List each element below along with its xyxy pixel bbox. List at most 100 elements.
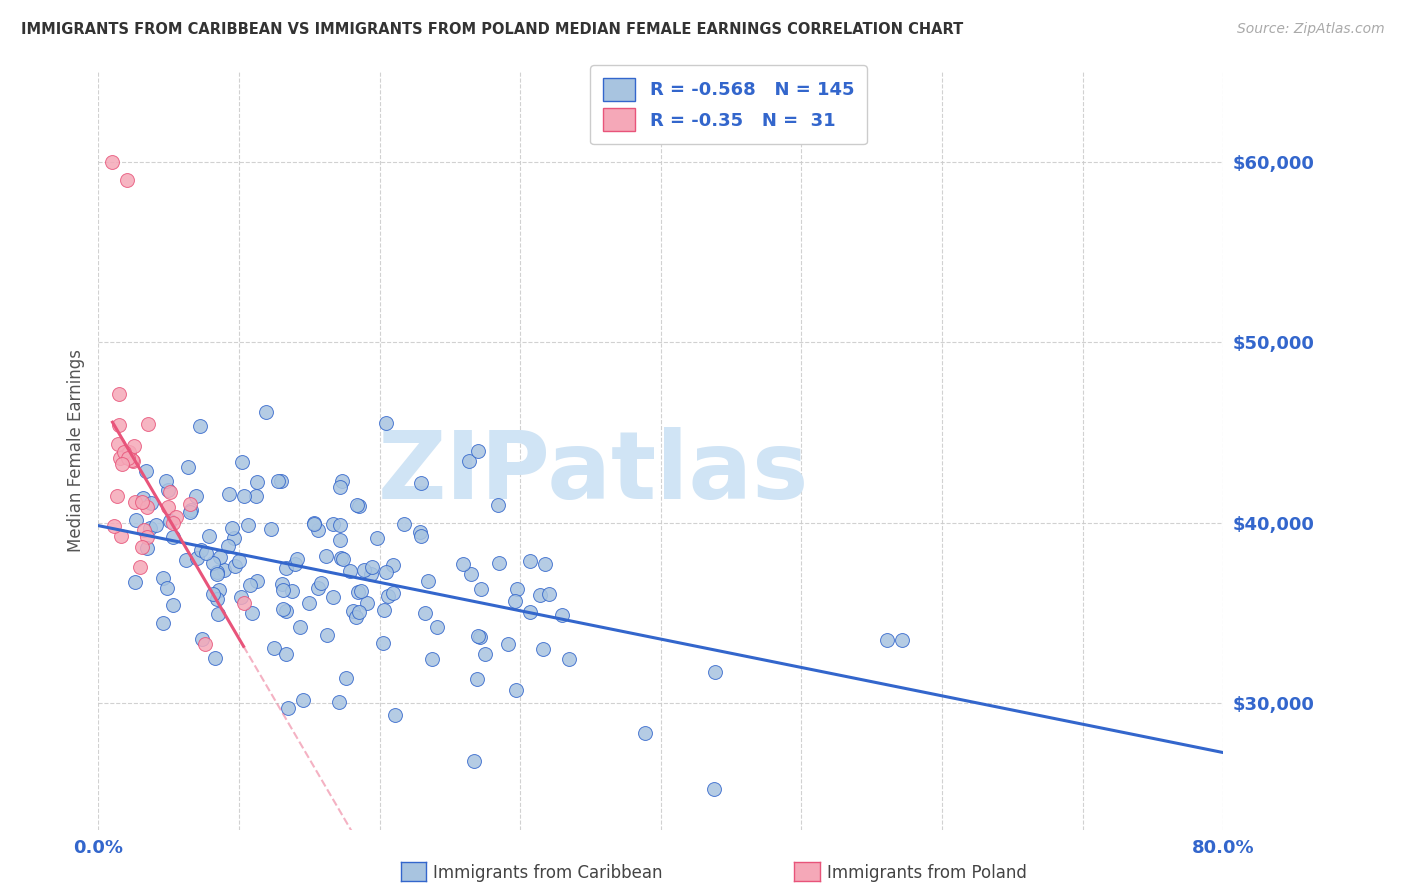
Point [162,598,184,612]
Point [384,707,406,722]
Point [205,566,228,581]
Point [239,578,262,592]
Point [186,551,208,566]
Point [467,673,489,687]
Point [381,558,404,572]
Point [271,577,294,591]
Point [217,539,239,553]
Point [330,474,353,488]
Point [276,700,298,714]
Point [281,583,304,598]
Point [353,563,375,577]
Point [346,610,368,624]
Point [134,523,156,537]
Point [381,585,404,599]
Point [159,515,181,529]
Point [271,583,294,598]
Point [122,454,145,468]
Point [496,637,519,651]
Point [330,551,353,566]
Point [347,500,370,514]
Point [505,682,527,697]
Point [165,510,187,524]
Point [135,530,157,544]
Point [204,651,226,665]
Point [236,518,259,533]
Point [246,475,269,490]
Point [538,586,561,600]
Point [519,554,541,568]
Point [288,620,311,634]
Point [347,605,370,619]
Point [159,485,181,500]
Point [533,641,555,656]
Point [420,652,443,666]
Point [201,556,224,570]
Point [271,602,294,616]
Text: Source: ZipAtlas.com: Source: ZipAtlas.com [1237,22,1385,37]
Point [263,641,285,656]
Point [408,524,430,539]
Point [316,628,339,642]
Point [205,565,228,579]
Point [207,607,229,622]
Point [212,563,235,577]
Point [315,549,337,563]
Point [633,725,655,739]
Point [209,550,232,565]
Y-axis label: Median Female Earnings: Median Female Earnings [66,349,84,552]
Point [118,445,141,459]
Point [468,630,491,644]
Point [703,781,725,796]
Point [218,487,240,501]
Point [110,529,132,543]
Point [221,521,243,535]
Point [557,652,579,666]
Point [128,560,150,574]
Point [309,576,332,591]
Point [174,552,197,566]
Point [202,587,225,601]
Point [194,637,217,651]
Text: ZIPatlas: ZIPatlas [378,427,808,519]
Point [474,647,496,661]
Point [322,590,344,604]
Point [124,574,146,589]
Point [184,489,207,503]
Point [162,516,184,531]
Point [451,558,474,572]
Point [135,500,157,515]
Point [307,581,329,595]
Point [194,546,217,560]
Point [260,522,283,536]
Point [392,517,415,532]
Point [373,603,395,617]
Point [111,458,134,472]
Point [197,529,219,543]
Point [103,518,125,533]
Point [329,480,352,494]
Point [366,532,388,546]
Point [107,437,129,451]
Point [360,559,382,574]
Point [371,636,394,650]
Point [302,516,325,530]
Legend: R = -0.568   N = 145, R = -0.35   N =  31: R = -0.568 N = 145, R = -0.35 N = 31 [591,65,866,145]
Point [409,529,432,543]
Point [179,497,201,511]
Point [101,154,124,169]
Point [519,606,541,620]
Point [342,605,364,619]
Point [135,464,157,478]
Point [135,541,157,555]
Point [124,495,146,509]
Point [131,541,153,555]
Point [329,533,352,548]
Point [108,387,131,401]
Point [224,558,246,573]
Point [551,607,574,622]
Point [152,571,174,585]
Point [224,531,246,545]
Point [270,474,292,488]
Point [346,498,368,512]
